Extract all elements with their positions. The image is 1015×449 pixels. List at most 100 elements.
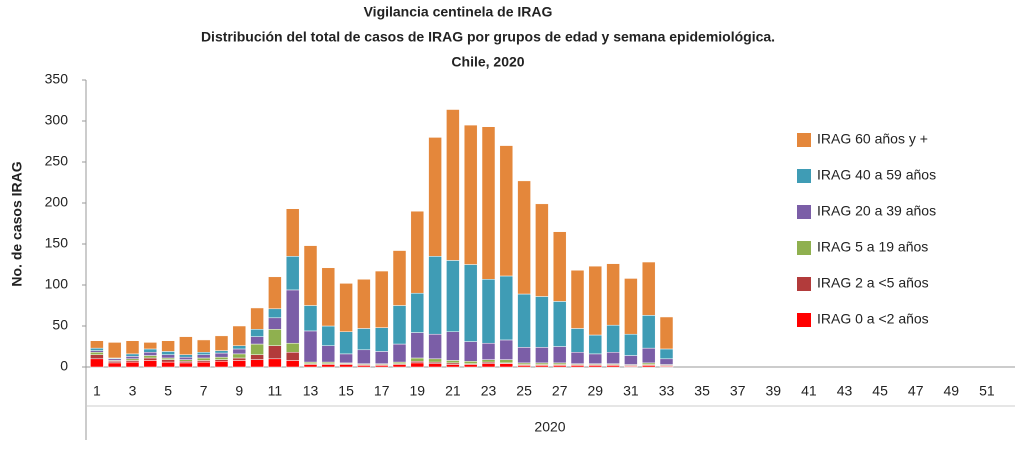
bar-segment [499,363,514,368]
bar-segment [357,349,371,364]
bar-segment [321,267,336,327]
bar-segment [179,354,193,358]
x-tick-label: 25 [516,383,532,399]
x-tick-label: 33 [659,383,675,399]
bar-segment [641,315,656,349]
bar-segment [606,263,620,326]
bar-segment [285,351,300,361]
legend-swatch [797,313,811,327]
legend-label: IRAG 5 a 19 años [817,239,928,255]
bar-segment [268,308,282,319]
bar-segment [232,325,247,346]
x-tick-label: 31 [623,383,639,399]
bar-segment [463,264,478,342]
bar-segment [232,360,247,368]
x-tick-label: 47 [908,383,924,399]
bar-segment [143,360,158,368]
bar-segment [90,340,104,349]
bar-segment [481,363,496,368]
bar-segment [463,124,478,265]
bar-segment [161,340,175,352]
bar-segment [285,208,300,257]
y-tick-label: 250 [45,153,69,169]
x-tick-label: 51 [979,383,995,399]
x-tick-label: 35 [694,383,710,399]
x-tick-label: 43 [837,383,853,399]
bar-segment [535,203,549,297]
bar-segment [446,360,460,364]
bar-segment [588,265,603,336]
bar-segment [499,339,514,360]
bar-segment [250,307,264,330]
chart-subtitle: Distribución del total de casos de IRAG … [201,29,775,45]
bar-segment [374,351,389,364]
bar-segment [196,354,211,359]
bar-segment [161,354,175,359]
bar-segment [232,345,247,350]
bar-segment [125,361,140,368]
bar-segment [285,289,300,344]
legend-swatch [797,277,811,291]
x-tick-label: 11 [268,383,283,399]
bar-segment [357,328,371,351]
bar-segment [232,353,247,359]
bar-segment [303,305,318,332]
x-tick-label: 5 [164,383,172,399]
x-tick-label: 19 [410,383,426,399]
bar-segment [410,357,425,362]
y-tick-label: 350 [45,71,69,87]
bar-segment [374,327,389,352]
bar-segment [463,341,478,362]
x-tick-label: 17 [374,383,390,399]
bar-segment [392,364,407,368]
bar-segment [125,340,140,355]
bar-segment [535,347,549,364]
bar-segment [143,355,158,359]
x-tick-label: 45 [872,383,888,399]
bar-segment [606,324,620,353]
bar-segment [624,333,638,356]
bar-segment [624,278,638,335]
chart-title: Vigilancia centinela de IRAG [364,4,553,20]
bar-segment [125,353,140,357]
x-tick-label: 27 [552,383,568,399]
bar-segment [250,354,264,360]
bar-segment [179,336,193,355]
bar-segment [125,356,140,360]
bar-segment [552,301,567,347]
x-tick-label: 41 [801,383,817,399]
bar-segment [588,334,603,355]
bar-segment [214,361,229,368]
bar-segment [285,360,300,368]
x-tick-label: 29 [588,383,604,399]
bar-segment [641,347,656,364]
bar-segment [517,293,531,348]
bar-segment [107,342,122,359]
bar-segment [499,359,514,364]
x-tick-label: 13 [303,383,319,399]
chart-subtitle: Chile, 2020 [451,54,524,70]
bar-segment [357,279,371,329]
bar-segment [196,339,211,353]
x-tick-label: 15 [338,383,354,399]
bar-segment [161,351,175,355]
bar-segment [321,364,336,368]
bar-segment [232,348,247,355]
y-tick-label: 0 [60,358,68,374]
bar-segment [214,352,229,358]
bar-segment [321,345,336,363]
bar-segment [321,325,336,346]
bar-segment [214,356,229,360]
bar-segment [90,354,104,360]
bar-segment [143,351,158,356]
bar-segment [303,330,318,363]
bar-segment [196,361,211,368]
bar-segment [179,362,193,368]
bar-segment [463,361,478,364]
y-tick-label: 100 [45,276,69,292]
x-tick-label: 3 [129,383,137,399]
bar-segment [481,126,496,280]
bar-segment [214,350,229,354]
bar-segment [428,358,442,363]
bar-segment [446,331,460,361]
